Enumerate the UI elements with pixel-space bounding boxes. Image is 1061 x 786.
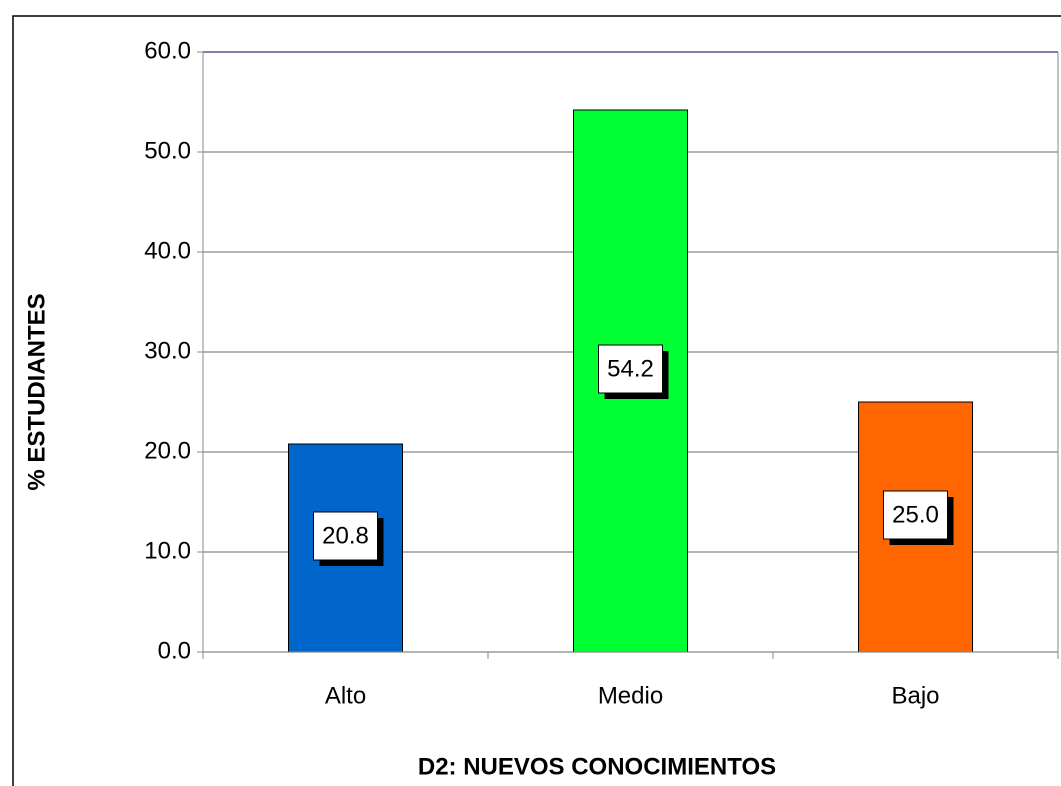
x-tick-label: Medio [598, 682, 663, 709]
value-label: 25.0 [892, 501, 939, 528]
value-label-box [598, 344, 663, 394]
value-label-box [883, 490, 948, 540]
value-label: 20.8 [322, 522, 369, 549]
y-tick-label: 30.0 [144, 337, 191, 364]
x-axis-title: D2: NUEVOS CONOCIMIENTOS [418, 753, 776, 780]
x-tick-label: Bajo [891, 682, 939, 709]
chart-frame [12, 15, 1061, 786]
y-tick-label: 20.0 [144, 437, 191, 464]
value-label-box [313, 511, 378, 561]
y-tick-label: 50.0 [144, 137, 191, 164]
value-label: 54.2 [607, 355, 654, 382]
y-axis-title: % ESTUDIANTES [23, 293, 50, 490]
y-tick-label: 10.0 [144, 537, 191, 564]
y-tick-label: 60.0 [144, 37, 191, 64]
x-tick-label: Alto [325, 682, 366, 709]
y-tick-label: 0.0 [158, 637, 191, 664]
y-tick-label: 40.0 [144, 237, 191, 264]
